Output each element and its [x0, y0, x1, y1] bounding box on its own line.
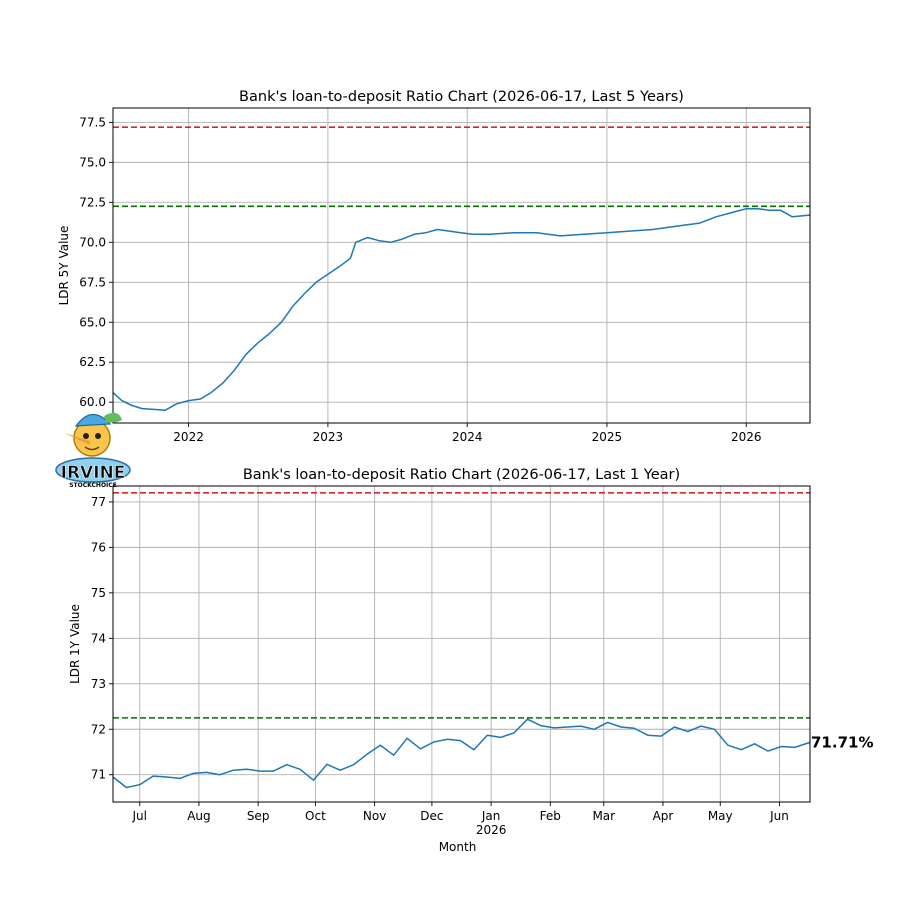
x-tick-label: 2022 — [173, 430, 204, 444]
y-tick-label: 75 — [91, 586, 106, 600]
chart-1-year: 71 72 73 74 75 76 77 Jul Aug Sep Oct Nov Dec Jan Feb Ma… — [68, 467, 873, 854]
logo-subtitle: STOCKCHOICE — [69, 482, 117, 489]
x-tick-label: Jul — [131, 809, 146, 823]
y-tick-label: 74 — [91, 631, 106, 645]
plot-frame — [112, 485, 811, 803]
y-tick-label: 75.0 — [79, 155, 106, 169]
chart-5-year: 60.0 62.5 65.0 67.5 70.0 72.5 75.0 77.5 2022 2023… — [57, 89, 811, 444]
y-tick-label: 73 — [91, 677, 106, 691]
y-tick-label: 62.5 — [79, 355, 106, 369]
x-tick-label: Apr — [653, 809, 674, 823]
x-tick-label: 2026 — [731, 430, 762, 444]
ldr-series-line — [112, 718, 811, 789]
x-tick-label: 2023 — [313, 430, 344, 444]
x-tick-label: 2024 — [452, 430, 483, 444]
y-tick-label: 70.0 — [79, 235, 106, 249]
x-tick-label: Jun — [769, 809, 789, 823]
x-tick-label: Oct — [305, 809, 326, 823]
irvine-stockchoice-logo: IRVINE STOCKCHOICE — [55, 412, 131, 489]
x-tick-label: Jan — [481, 809, 501, 823]
y-tick-label: 65.0 — [79, 315, 106, 329]
last-value-label: 71.71% — [811, 733, 873, 751]
x-tick-label: Feb — [540, 809, 561, 823]
chart-title: Bank's loan-to-deposit Ratio Chart (2026… — [243, 467, 680, 483]
x-tick-label: May — [708, 809, 733, 823]
plot-frame — [112, 107, 811, 424]
x-tick-label: Dec — [420, 809, 443, 823]
y-tick-label: 71 — [91, 768, 106, 782]
y-axis-label: LDR 1Y Value — [68, 604, 82, 684]
y-tick-label: 77.5 — [79, 115, 106, 129]
y-tick-label: 60.0 — [79, 395, 106, 409]
y-tick-label: 67.5 — [79, 275, 106, 289]
y-tick-label: 72 — [91, 722, 106, 736]
y-tick-label: 76 — [91, 540, 106, 554]
ldr-series-line — [112, 207, 811, 411]
x-tick-label: Aug — [187, 809, 210, 823]
y-tick-label: 72.5 — [79, 195, 106, 209]
y-tick-label: 77 — [91, 495, 106, 509]
chart-title: Bank's loan-to-deposit Ratio Chart (2026… — [239, 89, 684, 105]
x-tick-label: 2025 — [592, 430, 623, 444]
x-tick-label: Sep — [247, 809, 270, 823]
x-tick-label: Mar — [592, 809, 615, 823]
y-axis-label: LDR 5Y Value — [57, 226, 71, 306]
x-year-label: 2026 — [476, 823, 507, 837]
logo-wordmark: IRVINE — [61, 463, 126, 483]
x-axis-label: Month — [439, 840, 477, 854]
x-tick-label: Nov — [363, 809, 386, 823]
